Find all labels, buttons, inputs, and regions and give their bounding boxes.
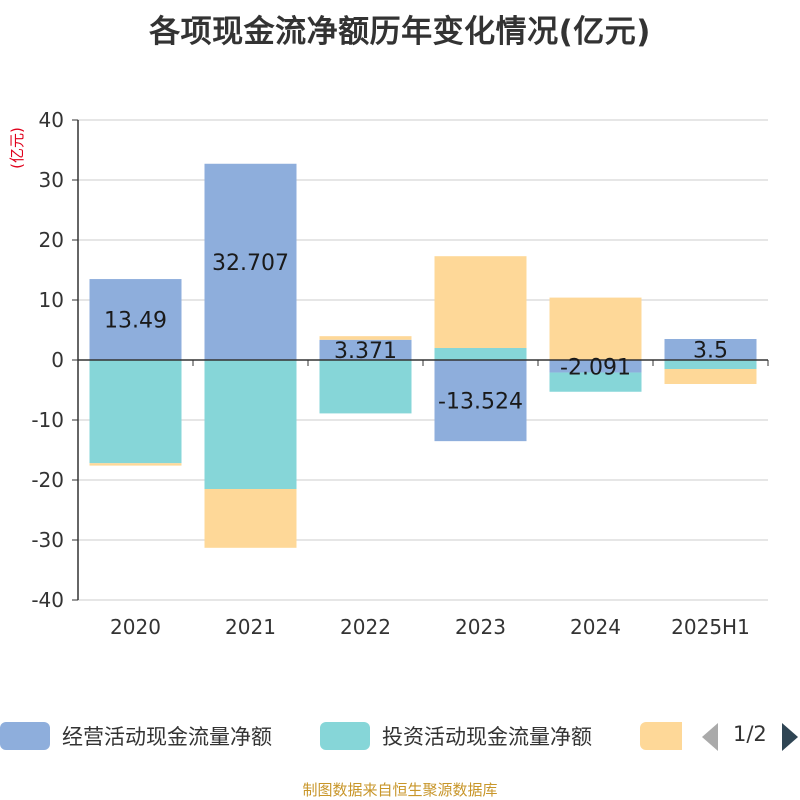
y-tick-label: -30: [31, 528, 64, 552]
bar-series-1-2020[interactable]: [89, 360, 182, 464]
legend-page-indicator: 1/2: [733, 722, 767, 746]
bar-series-2-2020[interactable]: [89, 463, 182, 466]
legend-label-investing: 投资活动现金流量净额: [382, 725, 592, 749]
data-label: 13.49: [104, 309, 167, 334]
y-tick-label: -40: [31, 588, 64, 612]
bar-series-1-2024[interactable]: [549, 372, 642, 392]
data-label: 32.707: [212, 251, 289, 276]
bar-series-1-2022[interactable]: [319, 360, 412, 414]
legend-label-operating: 经营活动现金流量净额: [62, 725, 272, 749]
bar-series-2-2023[interactable]: [434, 256, 527, 348]
bar-series-0-2022[interactable]: [319, 339, 412, 360]
y-tick-label: 40: [39, 108, 64, 132]
x-tick-label: 2023: [455, 615, 506, 639]
data-label: -2.091: [560, 355, 631, 380]
data-label: -13.524: [438, 390, 523, 415]
x-tick-label: 2024: [570, 615, 621, 639]
legend-item-investing[interactable]: 投资活动现金流量净额: [320, 714, 592, 758]
y-tick-label: 0: [51, 348, 64, 372]
bar-series-1-2025H1[interactable]: [664, 360, 757, 369]
y-tick-label: -20: [31, 468, 64, 492]
x-tick-label: 2025H1: [671, 615, 750, 639]
x-tick-label: 2020: [110, 615, 161, 639]
y-axis-unit: (亿元): [8, 127, 26, 169]
y-tick-label: 30: [39, 168, 64, 192]
bar-series-0-2023[interactable]: [434, 360, 527, 442]
bar-series-2-2025H1[interactable]: [664, 369, 757, 384]
legend-swatch-operating: [0, 722, 50, 750]
bar-series-1-2021[interactable]: [204, 360, 297, 489]
legend-item-financing[interactable]: [640, 714, 682, 758]
bar-series-2-2022[interactable]: [319, 336, 412, 340]
legend-swatch-financing: [640, 722, 682, 750]
bar-series-0-2020[interactable]: [89, 279, 182, 360]
x-tick-label: 2021: [225, 615, 276, 639]
y-tick-label: 20: [39, 228, 64, 252]
legend-swatch-investing: [320, 722, 370, 750]
data-label: 3.371: [334, 339, 397, 364]
bar-series-2-2021[interactable]: [204, 489, 297, 548]
bar-series-1-2023[interactable]: [434, 348, 527, 360]
data-source-note: 制图数据来自恒生聚源数据库: [302, 781, 498, 799]
y-tick-label: -10: [31, 408, 64, 432]
legend-prev-page-icon[interactable]: [702, 723, 718, 751]
data-label: 3.5: [693, 339, 728, 364]
chart-title: 各项现金流净额历年变化情况(亿元): [149, 14, 651, 50]
x-tick-label: 2022: [340, 615, 391, 639]
y-tick-label: 10: [39, 288, 64, 312]
bar-series-2-2024[interactable]: [549, 297, 642, 360]
legend-next-page-icon[interactable]: [782, 723, 798, 751]
bar-series-0-2021[interactable]: [204, 163, 297, 360]
bar-series-0-2024[interactable]: [549, 360, 642, 373]
bar-series-0-2025H1[interactable]: [664, 339, 757, 360]
legend-item-operating[interactable]: 经营活动现金流量净额: [0, 714, 272, 758]
legend: 经营活动现金流量净额 投资活动现金流量净额 1/2: [0, 714, 800, 758]
